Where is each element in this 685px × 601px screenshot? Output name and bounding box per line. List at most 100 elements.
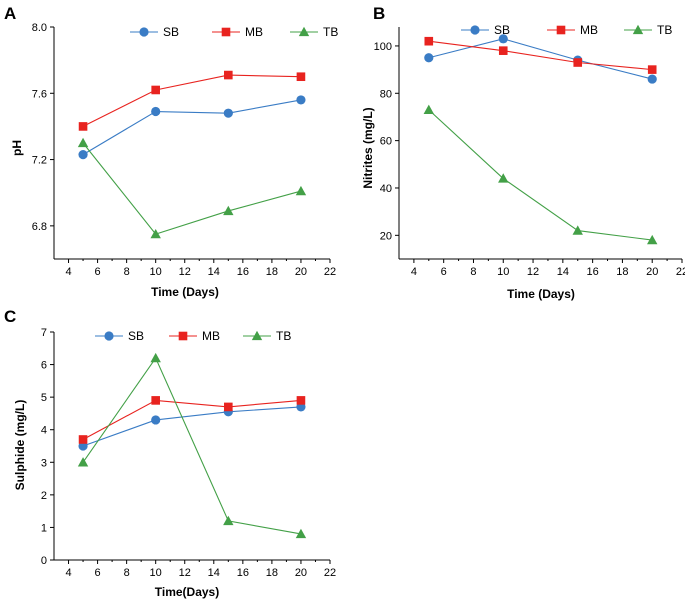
y-tick-label: 7.2: [32, 155, 47, 167]
x-tick-label: 6: [441, 266, 447, 278]
y-axis-title: Sulphide (mg/L): [13, 400, 27, 491]
y-tick-label: 2: [41, 490, 47, 502]
legend-label-tb: TB: [657, 23, 672, 37]
x-tick-label: 4: [65, 567, 71, 579]
x-tick-label: 16: [587, 266, 599, 278]
panel-letter-a: A: [4, 4, 16, 23]
y-tick-label: 20: [380, 230, 392, 242]
panel-c: C4 6 8 10 12 14 16 18 20 2201234567Time(Days)Sulp…: [4, 307, 336, 599]
marker-sb-3: [647, 74, 657, 84]
marker-sb-1: [151, 106, 161, 117]
marker-tb-3: [295, 528, 307, 539]
legend-label-tb: TB: [276, 329, 291, 343]
panel-a: A 4 6 8 10 12 14 16 18 20 22 6.8 7.2 7.6 8.0 Time (Days…: [4, 4, 338, 299]
y-tick-label: 100: [374, 41, 392, 53]
series-sb: [78, 402, 306, 451]
legend-label-mb: MB: [245, 25, 263, 39]
series-tb: [77, 352, 307, 539]
legend-label-sb: SB: [494, 23, 510, 37]
series-sb: [424, 34, 657, 84]
series-mb: [78, 70, 306, 131]
marker-tb-legend: [632, 24, 644, 35]
x-axis-title: Time (Days): [507, 287, 575, 301]
x-tick-label: 18: [616, 266, 628, 278]
marker-sb-3: [296, 95, 306, 105]
series-line-tb: [428, 109, 653, 241]
series-line-tb: [82, 356, 302, 535]
marker-mb-0: [78, 122, 88, 131]
panel-letter-c: C: [4, 307, 16, 326]
x-tick-label: 22: [676, 266, 685, 278]
x-tick-label: 6: [95, 266, 101, 278]
series-mb: [424, 36, 657, 74]
marker-tb-3: [295, 185, 307, 196]
x-tick-label: 16: [237, 567, 249, 579]
marker-tb-1: [150, 228, 161, 239]
x-tick-label: 12: [179, 567, 191, 579]
x-tick-label: 8: [124, 266, 130, 278]
x-tick-label: 22: [324, 567, 336, 579]
marker-mb-2: [224, 402, 233, 412]
series-line-mb: [82, 399, 301, 440]
y-axis-title: Nitrites (mg/L): [361, 107, 375, 188]
legend-label-mb: MB: [202, 329, 220, 343]
legend-label-sb: SB: [128, 329, 144, 343]
series-sb: [78, 95, 306, 160]
marker-tb-legend: [251, 330, 263, 341]
marker-sb-legend: [470, 25, 480, 35]
x-tick-label: 12: [527, 266, 539, 278]
x-tick-label: 8: [124, 567, 130, 579]
legend-label-sb: SB: [163, 25, 179, 39]
y-tick-label: 60: [380, 136, 392, 148]
x-tick-label: 4: [65, 266, 71, 278]
x-tick-label: 20: [295, 266, 307, 278]
marker-mb-legend: [178, 331, 188, 341]
marker-sb-1: [498, 34, 508, 44]
x-tick-label: 4: [411, 266, 417, 278]
marker-mb-legend: [221, 27, 231, 37]
marker-sb-1: [151, 415, 161, 425]
marker-mb-legend: [556, 25, 566, 35]
marker-mb-0: [424, 36, 434, 46]
panel-letter-b: B: [373, 4, 385, 23]
y-tick-label: 7: [41, 327, 47, 339]
y-tick-label: 8.0: [32, 22, 47, 34]
y-tick-label: 6.8: [32, 221, 47, 233]
marker-tb-1: [498, 173, 509, 183]
panel-b: B 4 6 8 10 12 14 16 18 20 22 20 40 60 80 100 Time (Days)…: [361, 4, 685, 301]
y-tick-label: 4: [41, 425, 47, 437]
marker-tb-2: [572, 225, 583, 235]
x-tick-label: 20: [295, 567, 307, 579]
y-tick-label: 7.6: [32, 88, 47, 100]
marker-tb-0: [77, 137, 89, 148]
marker-tb-3: [647, 234, 658, 245]
series-line-sb: [82, 99, 302, 156]
legend-label-mb: MB: [580, 23, 598, 37]
x-tick-label: 18: [266, 567, 278, 579]
x-tick-label: 16: [237, 266, 249, 278]
x-tick-label: 22: [324, 266, 336, 278]
marker-sb-0: [78, 150, 88, 160]
x-tick-label: 6: [95, 567, 101, 579]
series-line-sb: [82, 406, 301, 447]
marker-tb-legend: [298, 26, 310, 37]
series-tb: [423, 104, 658, 245]
legend: SB MB TB: [461, 23, 672, 37]
legend-label-tb: TB: [323, 25, 338, 39]
marker-mb-1: [498, 46, 508, 55]
x-tick-label: 14: [208, 266, 220, 278]
marker-mb-3: [647, 65, 657, 74]
series-mb: [78, 396, 306, 444]
y-tick-label: 1: [41, 522, 47, 534]
marker-mb-0: [78, 435, 88, 444]
x-tick-label: 14: [557, 266, 569, 278]
marker-mb-3: [296, 396, 306, 405]
series-tb: [77, 137, 307, 239]
y-axis-title: pH: [10, 140, 24, 156]
x-tick-label: 18: [266, 266, 278, 278]
x-tick-label: 8: [470, 266, 476, 278]
marker-mb-1: [151, 396, 160, 405]
marker-sb-2: [223, 108, 233, 118]
marker-mb-2: [573, 58, 583, 67]
